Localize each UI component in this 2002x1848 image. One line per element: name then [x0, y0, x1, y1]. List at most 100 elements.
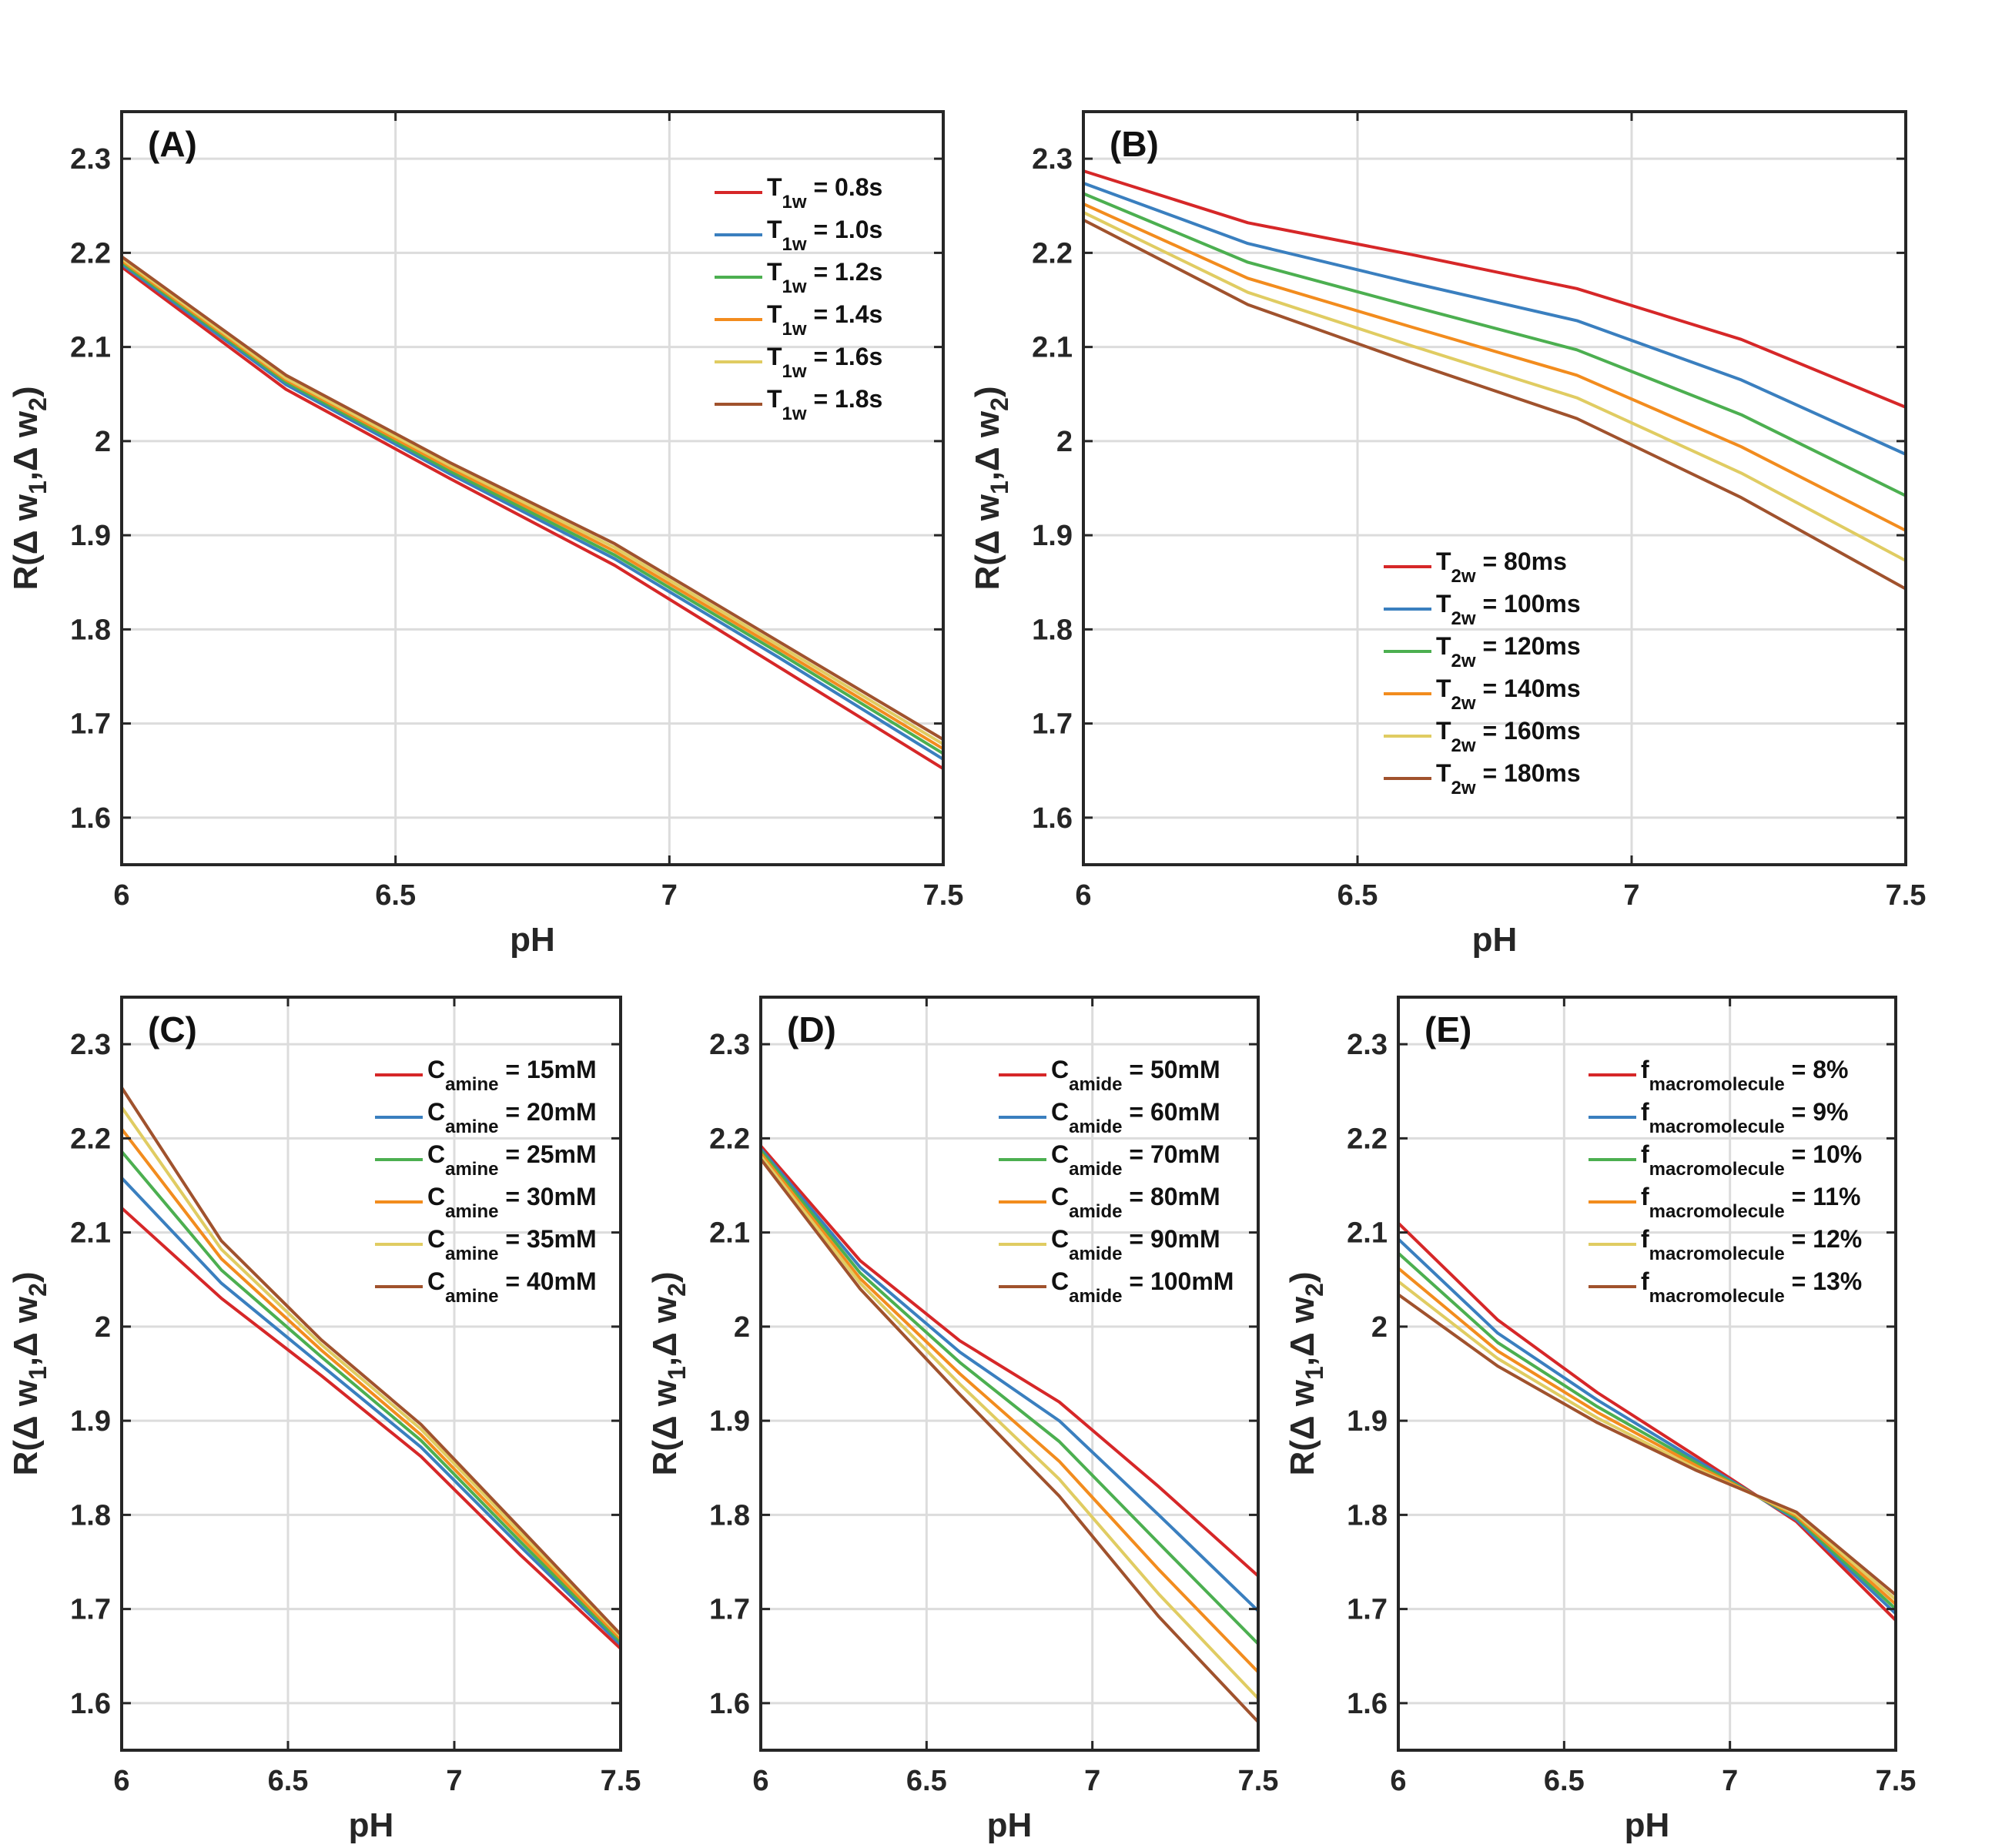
legend-entry: Camide = 100mM [1051, 1267, 1234, 1307]
x-tick-label: 6 [113, 1765, 129, 1797]
panel-2: 6 6.5 7 7.5 1.6 1.7 1.8 1.9 2 2.1 2.2 2.3 pH R(Δ w1,Δ… [969, 110, 1927, 959]
series-line-5 [1083, 211, 1907, 562]
legend-entry: Camide = 60mM [1051, 1098, 1220, 1137]
y-tick-label: 2.1 [1032, 332, 1073, 364]
plot-frame [759, 996, 1260, 1752]
series-line-1 [759, 1144, 1260, 1578]
legend-entry: Camine = 40mM [427, 1267, 597, 1307]
series-line-3 [759, 1150, 1260, 1645]
y-tick-label: 1.9 [1347, 1405, 1388, 1438]
legend-entry: T1w = 1.6s [767, 343, 882, 382]
x-tick-label: 7 [661, 879, 678, 912]
panel-4: 6 6.5 7 7.5 1.6 1.7 1.8 1.9 2 2.1 2.2 2.3 pH R(Δ w1,Δ… [646, 996, 1279, 1844]
x-axis-label: pH [510, 921, 555, 959]
series-line-2 [120, 263, 945, 761]
y-tick-label: 1.9 [70, 1405, 111, 1438]
legend-entry: Camide = 90mM [1051, 1225, 1220, 1264]
plot-frame [120, 996, 622, 1752]
panel-label: (E) [1424, 1009, 1471, 1050]
series-line-6 [1397, 1293, 1897, 1596]
y-tick-label: 1.7 [709, 1594, 750, 1626]
series-line-2 [759, 1147, 1260, 1612]
panel-label: (B) [1110, 124, 1159, 164]
series-line-5 [759, 1155, 1260, 1700]
series-line-5 [120, 1106, 622, 1638]
series-line-2 [1083, 182, 1907, 456]
x-tick-label: 6.5 [375, 879, 416, 912]
legend-entry: T1w = 1.4s [767, 300, 882, 340]
series-line-4 [1083, 202, 1907, 532]
x-axis-label: pH [987, 1806, 1033, 1844]
series-line-3 [1083, 192, 1907, 497]
legend-entry: Camine = 35mM [427, 1225, 597, 1264]
x-tick-label: 7 [1084, 1765, 1100, 1797]
series-line-6 [759, 1158, 1260, 1723]
legend-entry: fmacromolecule = 10% [1641, 1140, 1862, 1180]
plot-frame [1082, 110, 1907, 866]
x-tick-label: 6 [113, 879, 129, 912]
legend-entry: T2w = 80ms [1436, 547, 1567, 587]
plot-frame [120, 110, 945, 866]
series-line-3 [1397, 1252, 1897, 1611]
y-tick-label: 2.1 [70, 1217, 111, 1250]
y-axis-label: R(Δ w1,Δ w2) [1284, 1271, 1328, 1475]
legend-entry: T2w = 120ms [1436, 632, 1581, 671]
series-line-1 [120, 1207, 622, 1650]
legend-entry: Camine = 25mM [427, 1140, 597, 1180]
series-line-2 [120, 1177, 622, 1646]
x-axis-label: pH [1625, 1806, 1670, 1844]
y-tick-label: 2.1 [1347, 1217, 1388, 1250]
y-tick-label: 1.8 [70, 614, 111, 646]
y-tick-label: 2 [734, 1311, 750, 1344]
x-axis-label: pH [1472, 921, 1518, 959]
legend-entry: Camide = 70mM [1051, 1140, 1220, 1180]
y-tick-label: 1.7 [1032, 708, 1073, 741]
y-tick-label: 1.6 [70, 802, 111, 835]
legend-entry: Camine = 30mM [427, 1183, 597, 1222]
series-line-6 [120, 1086, 622, 1635]
y-tick-label: 2.2 [1347, 1123, 1388, 1155]
x-tick-label: 6 [1390, 1765, 1406, 1797]
panel-label: (C) [148, 1009, 197, 1050]
x-tick-label: 7.5 [1238, 1765, 1279, 1797]
y-tick-label: 1.7 [1347, 1594, 1388, 1626]
legend-entry: fmacromolecule = 13% [1641, 1267, 1862, 1307]
y-axis-label: R(Δ w1,Δ w2) [7, 386, 52, 590]
x-tick-label: 7 [446, 1765, 462, 1797]
series-line-4 [1397, 1267, 1897, 1605]
legend-entry: T2w = 140ms [1436, 675, 1581, 714]
y-tick-label: 1.8 [709, 1499, 750, 1532]
legend-entry: Camide = 50mM [1051, 1056, 1220, 1095]
series-line-1 [1397, 1221, 1897, 1622]
legend-entry: fmacromolecule = 8% [1641, 1056, 1848, 1095]
panel-5: 6 6.5 7 7.5 1.6 1.7 1.8 1.9 2 2.1 2.2 2.3 pH R(Δ w1,Δ… [1284, 996, 1916, 1844]
y-axis-label: R(Δ w1,Δ w2) [969, 386, 1013, 590]
plot-frame [1397, 996, 1897, 1752]
x-tick-label: 7.5 [1886, 879, 1927, 912]
y-tick-label: 2.2 [1032, 237, 1073, 270]
x-tick-label: 6 [1075, 879, 1091, 912]
y-tick-label: 1.8 [1032, 614, 1073, 646]
series-line-1 [120, 266, 945, 771]
y-tick-label: 1.9 [1032, 520, 1073, 552]
panel-label: (A) [148, 124, 197, 164]
y-tick-label: 2 [1371, 1311, 1388, 1344]
y-tick-label: 2.1 [70, 332, 111, 364]
y-tick-label: 1.9 [70, 520, 111, 552]
x-tick-label: 7 [1623, 879, 1639, 912]
legend-entry: Camine = 20mM [427, 1098, 597, 1137]
y-tick-label: 2.3 [70, 1029, 111, 1061]
y-tick-label: 1.7 [70, 1594, 111, 1626]
series-line-4 [120, 1127, 622, 1641]
series-line-6 [120, 255, 945, 742]
y-tick-label: 2.2 [70, 237, 111, 270]
legend-entry: fmacromolecule = 11% [1641, 1183, 1860, 1222]
series-line-2 [1397, 1237, 1897, 1615]
y-tick-label: 2.2 [709, 1123, 750, 1155]
x-tick-label: 6.5 [1337, 879, 1378, 912]
legend-entry: T1w = 0.8s [767, 173, 882, 213]
y-axis-label: R(Δ w1,Δ w2) [646, 1271, 691, 1475]
y-tick-label: 2 [95, 426, 111, 458]
series-line-5 [120, 257, 945, 746]
